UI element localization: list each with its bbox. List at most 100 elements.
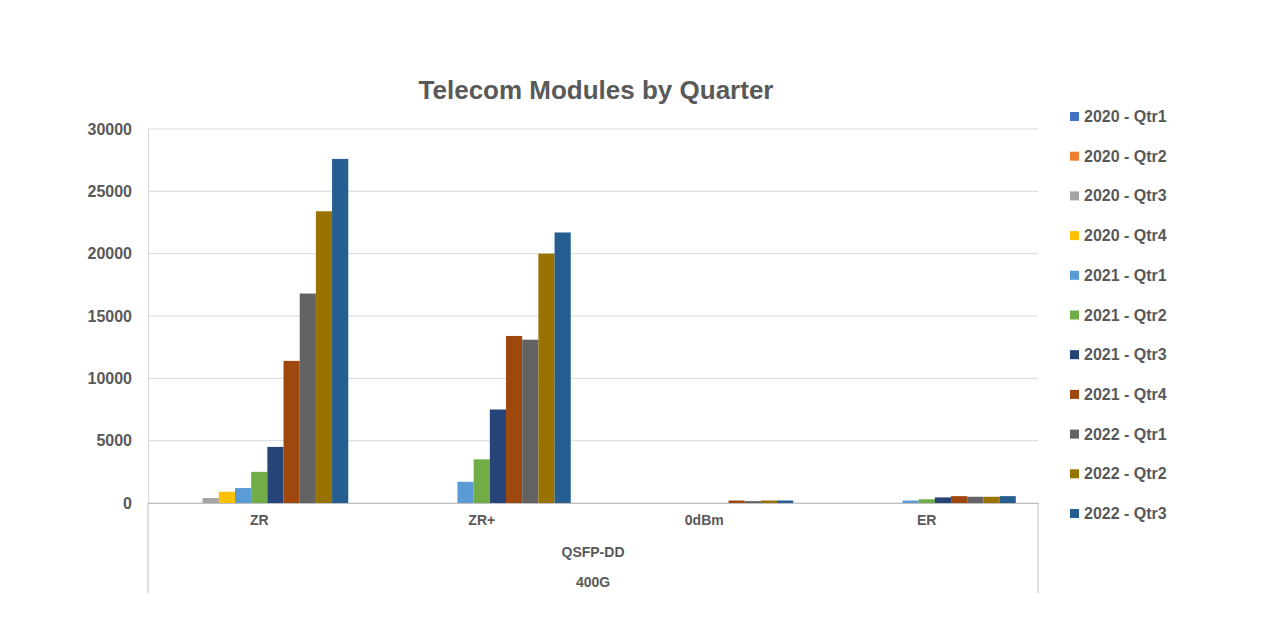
bar (457, 482, 473, 503)
y-tick-label: 10000 (88, 370, 133, 387)
category-group-label: QSFP-DD (562, 544, 625, 560)
bar (680, 503, 696, 504)
bar (538, 254, 554, 503)
y-tick-label: 30000 (88, 121, 133, 138)
y-tick: 5000 (96, 432, 148, 449)
legend-label: 2020 - Qtr3 (1084, 187, 1167, 204)
x-tick-label: ZR+ (468, 512, 495, 528)
bar (251, 472, 267, 503)
grid-line (148, 253, 1038, 254)
bar (203, 498, 219, 503)
y-tick-label: 5000 (96, 432, 132, 449)
grid-line (148, 378, 1038, 379)
bar (186, 503, 202, 504)
y-tick-label: 0 (123, 495, 132, 512)
legend-item: 2020 - Qtr3 (1070, 187, 1167, 204)
legend-swatch (1070, 469, 1079, 478)
y-tick-label: 25000 (88, 183, 133, 200)
legend-item: 2020 - Qtr1 (1070, 108, 1167, 125)
x-tick-label: ZR (250, 512, 269, 528)
bar (393, 503, 409, 504)
legend-swatch (1070, 350, 1079, 359)
bar (332, 159, 348, 503)
bar (902, 501, 918, 503)
grid-line (148, 440, 1038, 441)
series (251, 459, 935, 503)
bar (1000, 496, 1016, 503)
legend-swatch (1070, 231, 1079, 240)
y-tick: 0 (123, 495, 148, 512)
legend-swatch (1070, 112, 1079, 121)
bar (506, 336, 522, 503)
legend-label: 2020 - Qtr4 (1084, 227, 1167, 244)
bar (712, 503, 728, 504)
legend-swatch (1070, 390, 1079, 399)
legend: 2020 - Qtr1 2020 - Qtr2 2020 - Qtr3 2020 - … (1070, 108, 1167, 522)
bar (409, 503, 425, 504)
title: Telecom Modules by Quarter (419, 75, 774, 105)
legend-swatch (1070, 152, 1079, 161)
legend-item: 2022 - Qtr3 (1070, 505, 1167, 522)
legend-label: 2020 - Qtr2 (1084, 148, 1167, 165)
series (284, 336, 968, 503)
legend-item: 2020 - Qtr2 (1070, 148, 1167, 165)
y-axis-line (148, 130, 149, 504)
series (316, 211, 1000, 503)
x-tick: ZR (250, 503, 269, 528)
bar (886, 503, 902, 504)
bar (441, 503, 457, 504)
bar (761, 501, 777, 503)
series (332, 159, 1016, 503)
legend-swatch (1070, 191, 1079, 200)
legend-swatch (1070, 430, 1079, 439)
bars (203, 159, 1016, 503)
category-separator (1038, 503, 1039, 593)
legend-item: 2021 - Qtr3 (1070, 346, 1167, 363)
y-axis: 0 5000 10000 15000 20000 25000 30000 (88, 121, 149, 512)
legend-label: 2022 - Qtr2 (1084, 465, 1167, 482)
x-axis: ZR ZR+ 0dBm ER (149, 503, 1039, 528)
bar (838, 503, 854, 504)
bar (316, 211, 332, 503)
bar (425, 503, 441, 504)
bar (951, 496, 967, 503)
legend-label: 2021 - Qtr3 (1084, 346, 1167, 363)
series (219, 492, 235, 503)
legend-label: 2022 - Qtr1 (1084, 426, 1167, 443)
grid-line (148, 316, 1038, 317)
grid-line (148, 129, 1038, 130)
legend-item: 2021 - Qtr2 (1070, 307, 1167, 324)
x-tick: ZR+ (468, 503, 495, 528)
y-tick-label: 20000 (88, 245, 133, 262)
legend-item: 2022 - Qtr2 (1070, 465, 1167, 482)
bar (267, 447, 283, 503)
bar (648, 503, 664, 504)
x-tick: ER (917, 503, 936, 528)
x-tick-label: ER (917, 512, 936, 528)
category-separator (148, 503, 149, 593)
series (300, 294, 984, 503)
legend-swatch (1070, 311, 1079, 320)
series (267, 410, 951, 504)
grid (148, 129, 1038, 503)
legend-swatch (1070, 509, 1079, 518)
bar (474, 459, 490, 503)
bar (219, 492, 235, 503)
series (203, 498, 219, 503)
legend-label: 2021 - Qtr4 (1084, 386, 1167, 403)
bar (300, 294, 316, 503)
y-tick-label: 15000 (88, 308, 133, 325)
bar (284, 361, 300, 503)
y-tick: 30000 (88, 121, 149, 138)
bar (745, 501, 761, 503)
bar (967, 497, 983, 503)
legend-label: 2021 - Qtr1 (1084, 267, 1167, 284)
legend-item: 2020 - Qtr4 (1070, 227, 1167, 244)
legend-label: 2020 - Qtr1 (1084, 108, 1167, 125)
bar (729, 501, 745, 503)
bar (615, 503, 631, 504)
x-tick-label: 0dBm (685, 512, 724, 528)
bar (664, 503, 680, 504)
legend-item: 2021 - Qtr4 (1070, 386, 1167, 403)
chart: Telecom Modules by Quarter 0 5000 10000 1500… (0, 0, 1262, 627)
